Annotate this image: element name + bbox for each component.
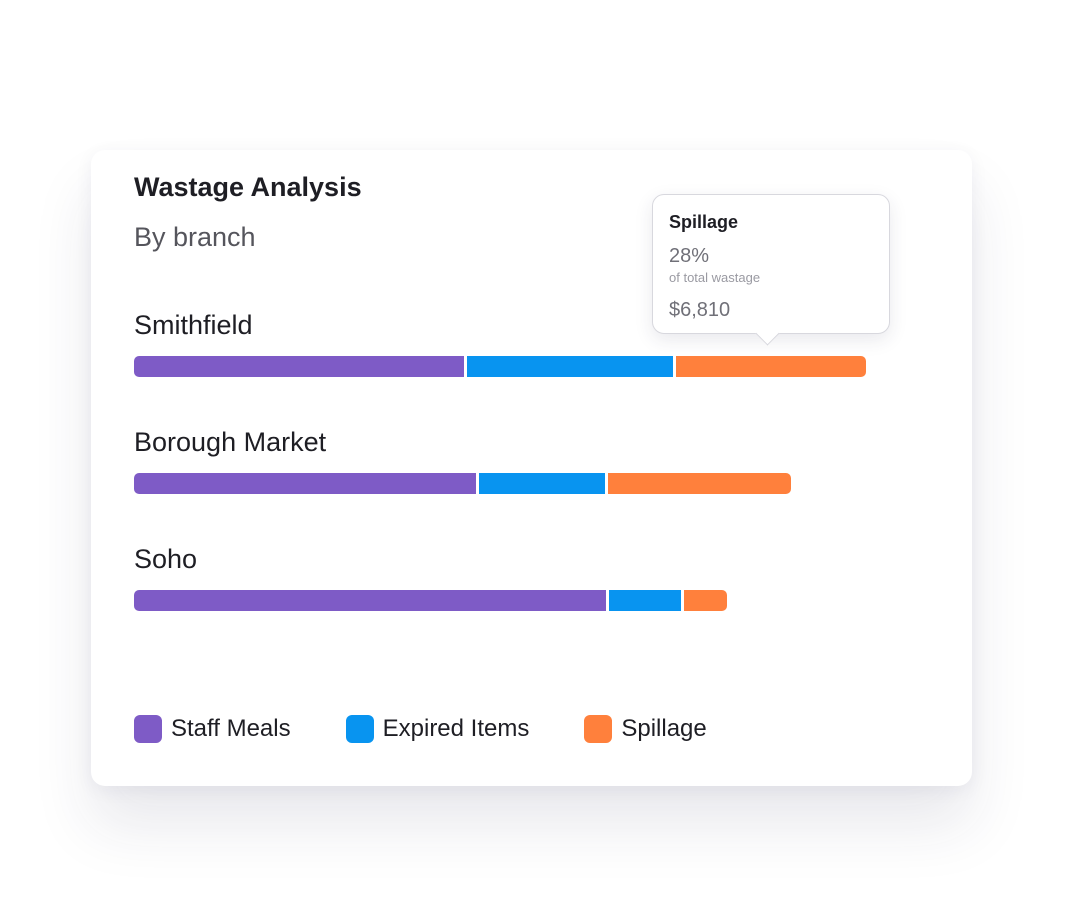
bar-borough-market [134,473,791,494]
branch-soho: Soho [134,544,894,624]
legend-swatch-spillage [584,715,613,743]
branch-borough-market: Borough Market [134,427,894,507]
bar-segment-smithfield-spillage[interactable] [676,356,866,377]
chart-legend: Staff Meals Expired Items Spillage [134,715,762,743]
bar-segment-borough-market-expired-items[interactable] [479,473,605,494]
legend-label-spillage: Spillage [621,715,707,742]
chart-subtitle: By branch [134,222,256,252]
branch-label-borough-market: Borough Market [134,427,327,457]
legend-item-expired-items[interactable]: Expired Items [345,715,530,743]
bar-smithfield [134,356,866,377]
wastage-card: Wastage Analysis By branch Smithfield Bor… [91,150,972,786]
bar-segment-soho-expired-items[interactable] [609,590,681,611]
bar-segment-smithfield-expired-items[interactable] [467,356,673,377]
branch-label-smithfield: Smithfield [134,310,253,340]
bar-segment-soho-staff-meals[interactable] [134,590,606,611]
legend-swatch-staff-meals [134,715,162,743]
legend-item-spillage[interactable]: Spillage [584,715,707,743]
chart-title: Wastage Analysis [134,172,362,202]
legend-label-expired-items: Expired Items [382,715,530,742]
legend-item-staff-meals[interactable]: Staff Meals [134,715,291,743]
branch-smithfield: Smithfield [134,310,894,390]
tooltip-note: of total wastage [669,270,761,285]
legend-label-staff-meals: Staff Meals [171,715,291,742]
branch-label-soho: Soho [134,544,198,574]
legend-swatch-expired-items [345,715,374,743]
spillage-tooltip: Spillage 28% of total wastage $6,810 [652,194,890,346]
tooltip-title: Spillage [669,212,739,232]
bar-segment-borough-market-spillage[interactable] [608,473,791,494]
bar-segment-borough-market-staff-meals[interactable] [134,473,476,494]
bar-segment-smithfield-staff-meals[interactable] [134,356,464,377]
bar-soho [134,590,727,611]
bar-segment-soho-spillage[interactable] [684,590,727,611]
tooltip-amount: $6,810 [669,299,731,321]
tooltip-percent: 28% [669,245,710,267]
